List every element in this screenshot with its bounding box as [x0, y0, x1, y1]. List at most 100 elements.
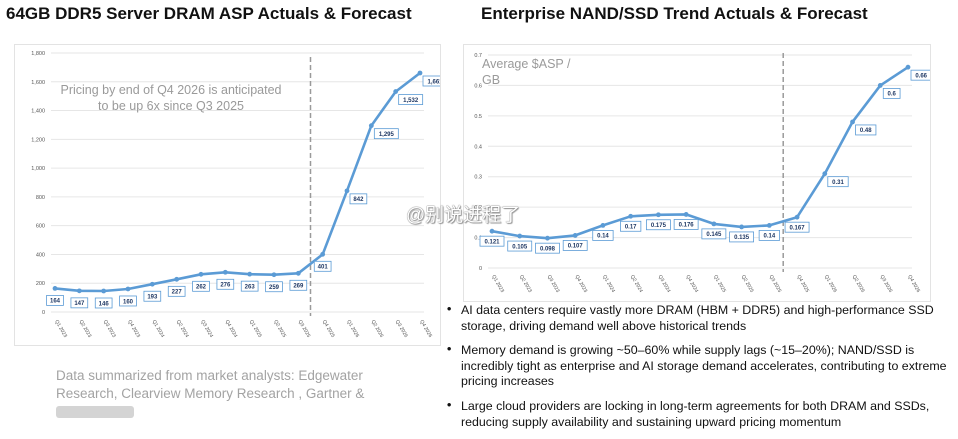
bullet-marker: • [447, 397, 452, 412]
bullet-marker: • [447, 342, 452, 357]
dram-data-point [76, 288, 82, 294]
nand-data-point [850, 119, 855, 125]
nand-chart-panel: 0 0.1 0.2 0.3 0.4 0.5 0.6 0.7 Q1 2023 Q2 2023 Q3 2… [463, 44, 932, 302]
dram-data-label-box [119, 295, 137, 307]
dram-data-label: 164 [50, 299, 61, 305]
dram-data-point [320, 251, 326, 257]
bullet-list: • AI data centers require vastly more DRA… [446, 302, 952, 439]
nand-x-tick-label: Q2 2025 [740, 274, 755, 294]
nand-data-label-box [758, 229, 780, 241]
dram-data-label-box [94, 297, 113, 309]
nand-data-label-box [882, 88, 901, 99]
nand-data-point [905, 64, 911, 70]
bullet-marker: • [447, 302, 452, 316]
bullet-item: • AI data centers require vastly more DRA… [446, 302, 952, 334]
dram-x-tick-label: Q4 2026 [418, 319, 433, 339]
nand-x-tick-label: Q4 2024 [684, 274, 699, 294]
nand-data-label: 0.176 [679, 223, 695, 229]
dram-data-label: 147 [74, 301, 85, 307]
nand-data-label-box [620, 220, 642, 232]
dram-data-point [271, 272, 277, 278]
nand-series-line [491, 66, 909, 240]
dram-y-tick-label: 200 [36, 281, 45, 287]
dram-data-label-box [167, 285, 186, 297]
nand-x-tick-label: Q3 2024 [657, 274, 672, 294]
nand-data-point [822, 171, 828, 177]
dram-y-tick-label: 600 [36, 224, 45, 230]
dram-x-tick-label: Q1 2024 [151, 319, 166, 339]
dram-data-label: 262 [196, 285, 207, 291]
dram-x-tick-label: Q3 2025 [297, 319, 312, 339]
dram-data-label: 160 [123, 299, 134, 305]
dram-series-line [54, 71, 421, 293]
dram-data-point [417, 70, 423, 76]
nand-data-label: 0.121 [484, 239, 500, 245]
dram-data-label-box [46, 295, 64, 306]
nand-data-label: 0.167 [790, 225, 806, 231]
dram-data-label-box [216, 278, 235, 290]
nand-data-label-box [645, 219, 671, 231]
nand-data-label: 0.66 [915, 73, 927, 79]
bullet-item: • Memory demand is growing ~50–60% while … [446, 342, 952, 390]
dram-data-label: 1,295 [379, 132, 395, 138]
nand-data-point [877, 83, 883, 88]
nand-data-label-box [701, 228, 727, 240]
dram-data-label: 1,661 [427, 79, 440, 85]
nand-data-point [683, 212, 689, 217]
dram-x-tick-label: Q4 2024 [224, 319, 239, 339]
nand-data-label: 0.105 [512, 244, 528, 250]
dram-y-tick-label: 0 [42, 310, 45, 316]
nand-data-label-box [592, 229, 614, 241]
dram-chart-title: 64GB DDR5 Server DRAM ASP Actuals & Fore… [6, 4, 412, 23]
dram-data-label: 1,532 [403, 98, 419, 104]
nand-data-point [600, 223, 606, 228]
dram-x-tick-label: Q2 2026 [370, 319, 385, 339]
nand-data-label: 0.107 [568, 244, 584, 250]
nand-y-tick-label: 0.3 [474, 175, 482, 181]
nand-data-label-box [827, 176, 849, 188]
dram-y-tick-label: 1,200 [31, 137, 45, 143]
dram-data-point [101, 288, 107, 294]
nand-data-label: 0.145 [706, 232, 722, 238]
dram-x-tick-label: Q4 2025 [321, 319, 336, 339]
nand-data-point [628, 213, 634, 219]
watermark: @别说进程了 [406, 205, 521, 226]
bullet-item: • Large cloud providers are locking in lo… [446, 397, 952, 430]
nand-data-point [739, 224, 744, 230]
dram-data-label-box [265, 281, 283, 293]
dram-data-label: 276 [220, 283, 231, 289]
nand-chart-title: Enterprise NAND/SSD Trend Actuals & Fore… [481, 4, 868, 23]
nand-x-tick-label: Q1 2024 [601, 274, 616, 294]
nand-x-tick-label: Q3 2026 [879, 274, 894, 294]
dram-x-tick-label: Q2 2023 [78, 319, 93, 339]
dram-y-tick-label: 1,000 [31, 166, 45, 172]
nand-y-tick-label: 0.6 [474, 83, 482, 89]
dram-chart-annotation: Pricing by end of Q4 2026 is anticipated… [60, 83, 282, 113]
dram-x-tick-label: Q2 2025 [272, 319, 287, 339]
dram-data-point [368, 123, 374, 129]
nand-data-point [766, 223, 772, 228]
dram-data-label: 842 [353, 197, 364, 203]
nand-data-label-box [562, 240, 588, 251]
dram-x-tick-label: Q1 2025 [248, 319, 263, 339]
nand-y-tick-label: 0.2 [474, 205, 482, 211]
nand-data-point [572, 233, 578, 238]
dram-y-tick-label: 400 [36, 252, 45, 258]
dram-data-label-box [143, 290, 162, 302]
nand-x-tick-label: Q3 2025 [768, 274, 783, 294]
dram-data-point [149, 281, 155, 287]
nand-data-label: 0.14 [763, 234, 775, 240]
dram-x-tick-label: Q2 2024 [175, 319, 190, 339]
dram-y-tick-label: 1,600 [31, 80, 45, 86]
nand-y-tick-label: 0.5 [474, 114, 482, 120]
nand-y-tick-label: 0.7 [474, 53, 482, 59]
nand-data-point [517, 233, 523, 239]
bullet-text: Memory demand is growing ~50–60% while s… [461, 343, 947, 389]
nand-data-point [794, 214, 800, 220]
nand-x-tick-label: Q2 2026 [851, 274, 866, 294]
nand-data-point [545, 235, 550, 241]
nand-x-tick-label: Q2 2023 [518, 274, 533, 294]
dram-data-point [393, 89, 399, 94]
nand-data-point [656, 212, 661, 218]
source-text: Data summarized from market analysts: Ed… [56, 368, 365, 401]
